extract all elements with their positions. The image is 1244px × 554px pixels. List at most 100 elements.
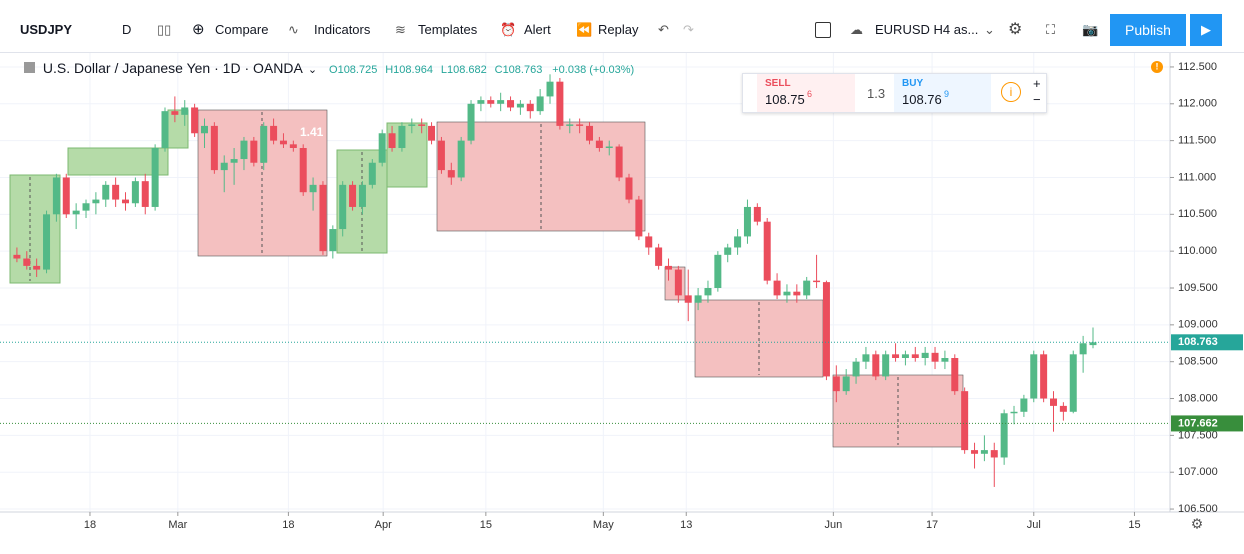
buy-price: 108.76	[902, 92, 942, 107]
indicators-icon[interactable]: ∿	[288, 22, 299, 37]
candle-body	[447, 170, 455, 178]
buy-button[interactable]: BUY 108.76 9	[894, 74, 991, 112]
legend: U.S. Dollar / Japanese Yen · 1D · OANDA …	[24, 60, 634, 76]
chart-type-icon[interactable]: ▯▯	[157, 22, 172, 37]
plus[interactable]: +	[1033, 76, 1041, 91]
candle-body	[507, 100, 515, 108]
candle-body	[674, 269, 682, 296]
candle-body	[892, 354, 900, 358]
alert-icon[interactable]: ⏰	[500, 22, 517, 37]
candle-body	[664, 265, 672, 270]
candle-body	[270, 125, 278, 141]
cloud-icon[interactable]: ☁	[850, 22, 863, 37]
play-button[interactable]: ▶	[1190, 14, 1222, 46]
y-tick-label: 112.000	[1178, 98, 1217, 110]
candle-body	[1059, 405, 1067, 412]
candle-body	[200, 125, 208, 134]
price-label: 107.662	[1178, 417, 1218, 429]
candle-body	[161, 111, 169, 148]
candle-body	[803, 280, 811, 296]
redo[interactable]: ↷	[683, 22, 694, 37]
fullscreen[interactable]: ⛶	[1046, 22, 1056, 37]
candle-body	[1079, 343, 1087, 355]
sell-button[interactable]: SELL 108.75 6	[757, 74, 855, 112]
candle-body	[605, 146, 613, 148]
candle-body	[319, 184, 327, 252]
legend-dropdown[interactable]: ⌄	[307, 64, 318, 76]
candle-body	[655, 247, 663, 266]
legend-title[interactable]: U.S. Dollar / Japanese Yen · 1D · OANDA	[42, 60, 303, 76]
candle-body	[813, 280, 821, 283]
legend-low: L108.682	[440, 64, 487, 76]
candle-body	[625, 177, 633, 200]
y-tick-label: 108.500	[1178, 356, 1218, 368]
candle-body	[832, 376, 840, 392]
replay[interactable]: Replay	[598, 22, 639, 37]
long-position[interactable]	[9, 174, 61, 284]
candle-body	[358, 184, 366, 207]
candle-body	[1020, 398, 1028, 412]
interval[interactable]: D	[122, 22, 132, 37]
layout-name[interactable]: EURUSD H4 as...	[875, 22, 979, 37]
candle-body	[309, 184, 317, 193]
drawing-label: 1.41	[300, 125, 324, 139]
candle-body	[971, 450, 979, 454]
long-position[interactable]	[386, 122, 428, 188]
y-tick-label: 107.000	[1178, 466, 1218, 478]
publish-button[interactable]: Publish	[1110, 14, 1186, 46]
info-icon[interactable]: i	[1001, 82, 1021, 102]
candle-body	[990, 450, 998, 458]
settings[interactable]: ⚙	[1008, 21, 1023, 38]
trade-panel: SELL 108.75 6 1.3 BUY 108.76 9 i + −	[742, 73, 1047, 113]
indicators[interactable]: Indicators	[314, 22, 371, 37]
candle-body	[388, 133, 396, 148]
replay-icon[interactable]: ⏪	[576, 22, 593, 37]
candle-body	[1069, 354, 1077, 412]
candle-body	[980, 450, 988, 454]
candle-body	[704, 288, 712, 296]
candle-body	[398, 125, 406, 148]
templates-icon[interactable]: ≋	[395, 22, 406, 37]
candle-body	[615, 146, 623, 178]
candle-body	[872, 354, 880, 377]
legend-change: +0.038 (+0.03%)	[552, 64, 635, 76]
alert[interactable]: Alert	[524, 22, 551, 37]
compare-icon[interactable]: ⊕	[192, 21, 205, 38]
candle-body	[141, 181, 149, 207]
candle-body	[862, 354, 870, 362]
candle-body	[92, 199, 100, 204]
candle-body	[911, 354, 919, 358]
candle-body	[437, 140, 445, 171]
checkbox[interactable]	[815, 22, 831, 38]
candle-body	[487, 100, 495, 104]
candle-body	[191, 107, 199, 134]
candle-body	[418, 124, 426, 126]
candle-body	[457, 140, 465, 178]
candle-body	[556, 81, 564, 126]
short-position[interactable]	[832, 374, 964, 448]
candle-body	[576, 124, 584, 126]
candle-body	[694, 295, 702, 303]
settings-icon[interactable]: ⚙	[1191, 516, 1204, 532]
candle-body	[714, 254, 722, 288]
x-tick-label: 18	[282, 519, 294, 531]
templates[interactable]: Templates	[418, 22, 478, 37]
candle-body	[546, 81, 554, 97]
snapshot[interactable]: 📷	[1082, 22, 1099, 37]
minus[interactable]: −	[1033, 92, 1041, 107]
price-label-box	[1171, 415, 1243, 432]
alert-icon[interactable]	[1151, 61, 1163, 73]
candle-body	[1000, 413, 1008, 458]
candle-body	[1010, 411, 1018, 414]
candles	[0, 74, 1170, 487]
undo[interactable]: ↶	[658, 22, 669, 37]
spread: 1.3	[867, 86, 886, 101]
axes: 106.500 107.000 107.500 108.000 108.500 109.0…	[84, 61, 1243, 531]
candle-body	[497, 100, 505, 104]
long-position[interactable]	[67, 147, 169, 176]
layout-dropdown[interactable]: ⌄	[984, 22, 995, 37]
symbol[interactable]: USDJPY	[20, 22, 73, 37]
y-tick-label: 106.500	[1178, 503, 1218, 515]
compare[interactable]: Compare	[215, 22, 269, 37]
